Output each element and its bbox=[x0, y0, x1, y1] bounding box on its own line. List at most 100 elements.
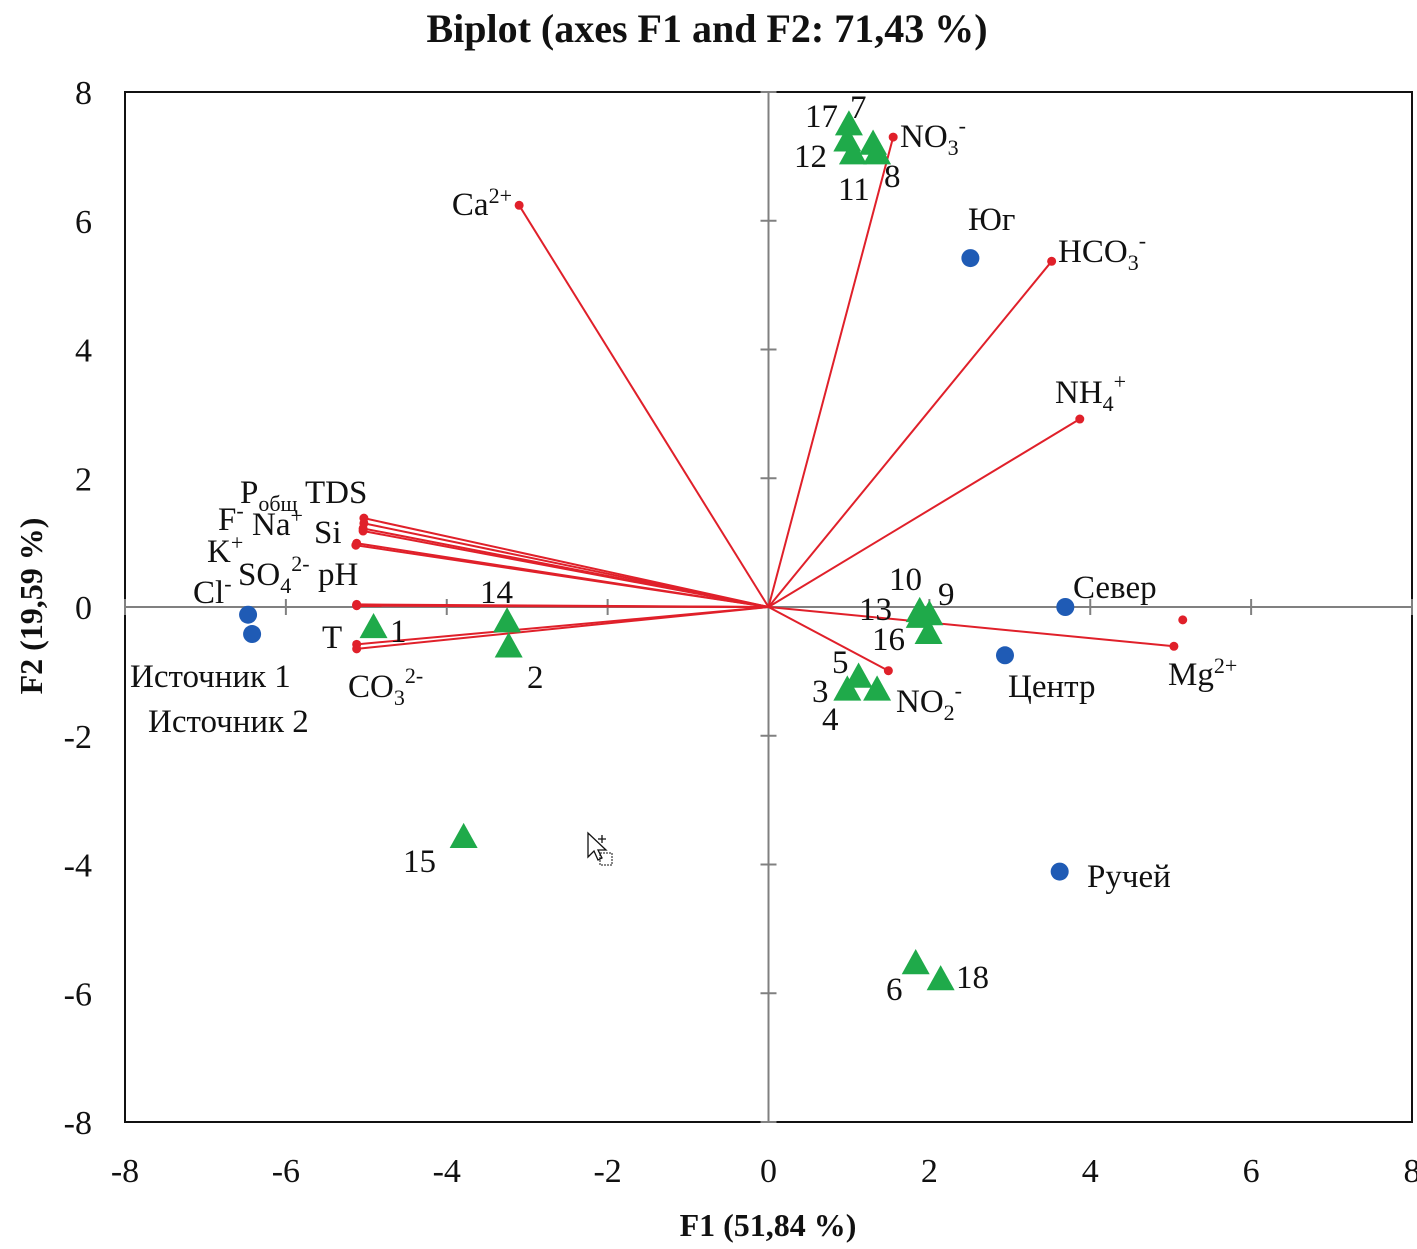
observation-label: 13 bbox=[859, 592, 892, 628]
x-tick-label: -8 bbox=[111, 1153, 139, 1190]
variable-vector-tip bbox=[358, 526, 368, 536]
observation-label: 1 bbox=[390, 614, 407, 650]
y-tick-label: 6 bbox=[75, 204, 92, 241]
variable-vector bbox=[767, 136, 895, 608]
variable-vector-tip bbox=[352, 644, 362, 654]
observation-triangle bbox=[359, 612, 388, 639]
variable-vector-tip bbox=[888, 132, 898, 142]
observation-triangle bbox=[863, 675, 892, 701]
y-tick-label: -2 bbox=[64, 719, 92, 756]
variable-label: HCO3- bbox=[1058, 228, 1146, 275]
site-label: Север bbox=[1073, 570, 1157, 606]
variable-vector-tip bbox=[883, 666, 893, 676]
x-tick-label: -4 bbox=[433, 1153, 461, 1190]
observation-label: 6 bbox=[886, 972, 903, 1008]
observation-label: 2 bbox=[527, 660, 544, 696]
y-tick-label: 0 bbox=[75, 590, 92, 627]
observation-triangle bbox=[494, 632, 523, 658]
observation-label: 18 bbox=[956, 960, 989, 996]
x-tick-label: 4 bbox=[1082, 1153, 1099, 1190]
variable-label: Pобщ bbox=[240, 475, 298, 516]
variable-label: Cl- bbox=[193, 571, 232, 611]
variable-label: NO3- bbox=[900, 113, 966, 160]
observation-label: 15 bbox=[403, 844, 436, 880]
observation-triangle bbox=[905, 602, 934, 628]
y-axis-label: F2 (19,59 %) bbox=[13, 518, 49, 695]
observation-triangle bbox=[914, 618, 943, 644]
variable-label: TDS bbox=[305, 475, 367, 511]
observation-label: 4 bbox=[822, 702, 839, 738]
site-point bbox=[243, 625, 262, 644]
variable-label: Na+ bbox=[252, 503, 303, 543]
x-tick-label: 2 bbox=[921, 1153, 938, 1190]
variable-vector-tip bbox=[1169, 641, 1179, 651]
site-label: Источник 1 bbox=[130, 659, 291, 695]
variable-vector-tip bbox=[352, 601, 362, 611]
site-point bbox=[239, 605, 258, 624]
site-label: Ручей bbox=[1087, 859, 1171, 895]
site-point bbox=[961, 249, 980, 268]
x-tick-label: 6 bbox=[1243, 1153, 1260, 1190]
y-tick-label: -6 bbox=[64, 976, 92, 1013]
observation-triangle bbox=[493, 607, 522, 633]
variable-vector bbox=[362, 530, 769, 608]
variable-label: pH bbox=[318, 557, 358, 593]
variable-label: SO42- bbox=[238, 551, 310, 598]
variable-label: T bbox=[322, 620, 342, 656]
x-tick-label: -6 bbox=[272, 1153, 300, 1190]
x-tick-label: 8 bbox=[1404, 1153, 1417, 1190]
observation-label: 12 bbox=[794, 139, 827, 175]
mouse-cursor-icon bbox=[587, 831, 613, 866]
variable-vector bbox=[768, 606, 889, 672]
unlabeled-variable-point bbox=[1178, 615, 1188, 625]
variable-vector-tip bbox=[1075, 414, 1085, 424]
y-tick-label: 4 bbox=[75, 333, 92, 370]
site-label: Источник 2 bbox=[148, 704, 309, 740]
observation-label: 17 bbox=[805, 99, 838, 135]
observation-label: 9 bbox=[938, 577, 955, 613]
observation-label: 14 bbox=[480, 575, 513, 611]
variable-vector bbox=[767, 418, 1081, 608]
chart-title: Biplot (axes F1 and F2: 71,43 %) bbox=[426, 6, 987, 51]
observation-label: 11 bbox=[838, 172, 870, 208]
observation-triangle bbox=[834, 110, 863, 136]
site-point bbox=[1056, 598, 1075, 616]
observation-label: 8 bbox=[884, 159, 901, 195]
variable-vector bbox=[768, 606, 1175, 648]
site-label: Юг bbox=[968, 202, 1015, 238]
variable-vector-tip bbox=[1047, 256, 1057, 266]
y-tick-label: -8 bbox=[64, 1105, 92, 1142]
observation-triangle bbox=[833, 675, 862, 701]
site-label: Центр bbox=[1008, 669, 1095, 705]
x-tick-label: 0 bbox=[760, 1153, 777, 1190]
variable-label: CO32- bbox=[348, 663, 423, 710]
variable-vector bbox=[356, 604, 769, 608]
observation-label: 16 bbox=[872, 622, 905, 658]
variable-label: F- bbox=[218, 498, 244, 538]
x-axis-label: F1 (51,84 %) bbox=[680, 1207, 857, 1243]
observation-label: 3 bbox=[812, 674, 829, 710]
variable-label: Ca2+ bbox=[452, 183, 512, 223]
observation-triangle bbox=[926, 965, 955, 991]
variable-vector bbox=[355, 544, 769, 608]
x-tick-label: -2 bbox=[593, 1153, 621, 1190]
variable-vector bbox=[356, 606, 769, 650]
variable-vector-tip bbox=[351, 540, 361, 550]
observation-triangle bbox=[844, 662, 873, 688]
observation-triangle bbox=[863, 139, 892, 165]
variable-label: Mg2+ bbox=[1168, 653, 1237, 693]
site-point bbox=[1050, 862, 1069, 881]
observation-triangle bbox=[449, 822, 478, 849]
observation-label: 7 bbox=[850, 90, 867, 126]
observation-label: 5 bbox=[832, 645, 849, 681]
observation-triangle bbox=[838, 139, 867, 165]
variable-vector-tip bbox=[514, 200, 524, 210]
variable-vector bbox=[767, 260, 1053, 608]
variable-label: K+ bbox=[207, 530, 243, 570]
site-point bbox=[995, 646, 1014, 665]
observation-triangle bbox=[901, 948, 930, 975]
y-tick-label: 2 bbox=[75, 461, 92, 498]
variable-vector bbox=[518, 204, 770, 608]
variable-label: Si bbox=[314, 515, 342, 551]
